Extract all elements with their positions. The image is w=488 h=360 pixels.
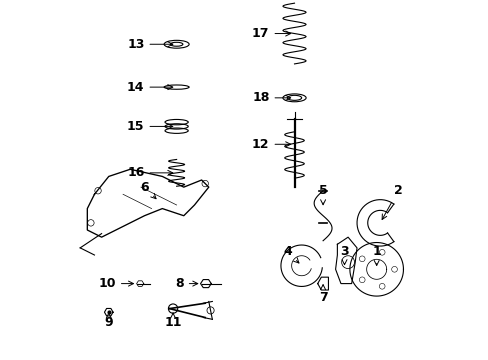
Text: 10: 10 xyxy=(98,277,133,290)
Text: 1: 1 xyxy=(371,245,380,265)
Text: 5: 5 xyxy=(318,184,327,205)
Text: 3: 3 xyxy=(340,245,348,265)
Text: 7: 7 xyxy=(318,285,327,305)
Text: 13: 13 xyxy=(127,38,172,51)
Text: 17: 17 xyxy=(251,27,290,40)
Text: 16: 16 xyxy=(127,166,172,179)
Text: 18: 18 xyxy=(252,91,290,104)
Text: 4: 4 xyxy=(283,245,298,263)
Text: 8: 8 xyxy=(175,277,197,290)
Text: 9: 9 xyxy=(104,313,113,329)
Text: 12: 12 xyxy=(251,138,290,151)
Text: 14: 14 xyxy=(127,81,172,94)
Text: 11: 11 xyxy=(164,313,182,329)
Text: 15: 15 xyxy=(127,120,172,133)
Text: 6: 6 xyxy=(140,181,156,199)
Text: 2: 2 xyxy=(381,184,402,220)
